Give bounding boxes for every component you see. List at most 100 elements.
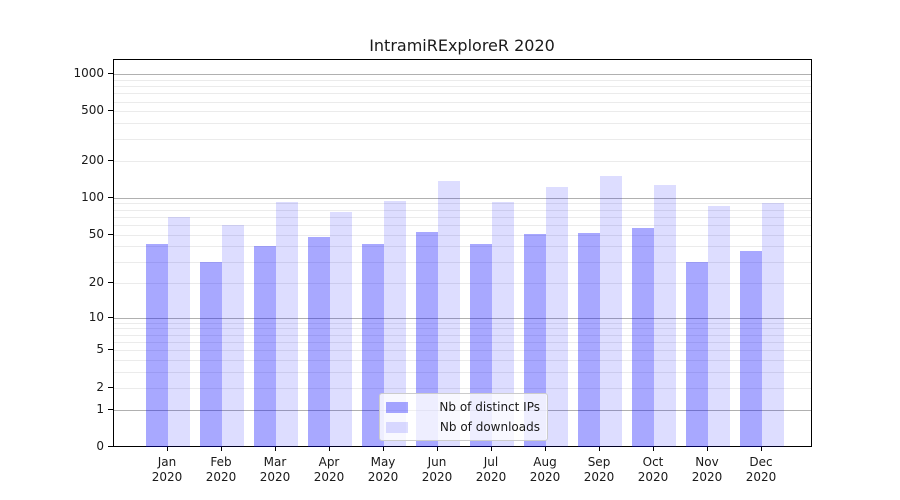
y-tick — [108, 110, 113, 112]
y-tick-label: 20 — [88, 274, 104, 289]
bar-distinct-ips — [632, 227, 654, 447]
legend-swatch-distinct-ips — [386, 401, 408, 413]
y-tick-label: 10 — [88, 309, 104, 324]
gridline-minor — [114, 225, 811, 227]
x-tick — [653, 447, 654, 451]
x-tick-label: Mar 2020 — [259, 455, 291, 484]
x-tick-label: Jul 2020 — [475, 455, 507, 484]
gridline-minor — [114, 387, 811, 389]
gridline-minor — [114, 328, 811, 330]
y-tick-label: 5 — [96, 342, 104, 357]
x-tick — [383, 447, 384, 451]
gridline-minor — [114, 138, 811, 140]
y-tick-label: 100 — [81, 189, 104, 204]
bar-downloads — [438, 181, 460, 447]
bar-distinct-ips — [146, 243, 168, 447]
bar-downloads — [708, 205, 730, 447]
x-tick — [491, 447, 492, 451]
y-tick-label: 50 — [88, 226, 104, 241]
bar-distinct-ips — [362, 243, 384, 447]
x-tick — [275, 447, 276, 451]
bar-downloads — [600, 176, 622, 447]
bar-distinct-ips — [740, 250, 762, 447]
x-tick-label: Feb 2020 — [205, 455, 237, 484]
gridline-minor — [114, 101, 811, 103]
y-tick-label: 1 — [96, 401, 104, 416]
legend-item: Nb of distinct IPs — [386, 400, 540, 414]
gridline-minor — [114, 261, 811, 263]
gridline-minor — [114, 209, 811, 211]
bar-downloads — [384, 201, 406, 447]
gridline-minor — [114, 160, 811, 162]
legend-label: Nb of downloads — [439, 420, 540, 434]
x-tick-label: Sep 2020 — [583, 455, 615, 484]
gridline-major — [114, 317, 811, 319]
gridline-minor — [114, 322, 811, 324]
y-tick-label: 200 — [81, 152, 104, 167]
y-tick — [108, 316, 113, 318]
legend-label: Nb of distinct IPs — [439, 400, 540, 414]
gridline-minor — [114, 123, 811, 125]
y-tick — [108, 72, 113, 74]
bar-downloads — [168, 216, 190, 447]
y-tick-label: 0 — [96, 439, 104, 453]
bar-distinct-ips — [308, 236, 330, 447]
gridline-minor — [114, 350, 811, 352]
legend-swatch-downloads — [386, 421, 408, 433]
bar-downloads — [546, 187, 568, 447]
x-tick-label: Dec 2020 — [745, 455, 777, 484]
y-tick — [108, 446, 113, 447]
bar-downloads — [276, 202, 298, 447]
x-tick-label: Nov 2020 — [691, 455, 723, 484]
gridline-major — [114, 73, 811, 75]
y-tick — [108, 196, 113, 198]
bar-downloads — [492, 202, 514, 447]
bar-downloads — [222, 225, 244, 447]
bar-distinct-ips — [686, 261, 708, 447]
gridline-minor — [114, 282, 811, 284]
y-tick — [108, 233, 113, 235]
x-tick — [167, 447, 168, 451]
gridline-minor — [114, 79, 811, 81]
y-tick-label: 500 — [81, 103, 104, 118]
gridline-minor — [114, 111, 811, 113]
bar-downloads — [762, 203, 784, 447]
x-tick-label: Jan 2020 — [151, 455, 183, 484]
x-tick-label: Apr 2020 — [313, 455, 345, 484]
x-tick — [437, 447, 438, 451]
bar-downloads — [654, 185, 676, 447]
y-tick — [108, 349, 113, 351]
y-tick-label: 2 — [96, 379, 104, 394]
gridline-minor — [114, 85, 811, 87]
legend-item: Nb of downloads — [386, 420, 540, 434]
x-tick — [545, 447, 546, 451]
x-tick — [221, 447, 222, 451]
gridline-minor — [114, 93, 811, 95]
gridline-minor — [114, 341, 811, 343]
x-tick — [761, 447, 762, 451]
gridline-minor — [114, 360, 811, 362]
gridline-minor — [114, 246, 811, 248]
legend: Nb of distinct IPs Nb of downloads — [379, 393, 548, 441]
bar-distinct-ips — [254, 246, 276, 447]
y-tick — [108, 281, 113, 283]
x-tick-label: Oct 2020 — [637, 455, 669, 484]
y-tick — [108, 159, 113, 161]
chart-title: IntramiRExploreR 2020 — [369, 36, 555, 55]
gridline-minor — [114, 334, 811, 336]
plot-area: Nb of distinct IPs Nb of downloads — [113, 59, 812, 447]
x-tick-label: Jun 2020 — [421, 455, 453, 484]
x-tick-label: Aug 2020 — [529, 455, 561, 484]
gridline-minor — [114, 372, 811, 374]
y-tick-label: 1000 — [73, 65, 104, 80]
x-tick — [329, 447, 330, 451]
gridline-minor — [114, 216, 811, 218]
y-tick — [108, 408, 113, 410]
gridline-minor — [114, 203, 811, 205]
bar-distinct-ips — [578, 232, 600, 447]
x-tick — [599, 447, 600, 451]
gridline-major — [114, 197, 811, 199]
bar-downloads — [330, 211, 352, 447]
y-tick — [108, 386, 113, 388]
